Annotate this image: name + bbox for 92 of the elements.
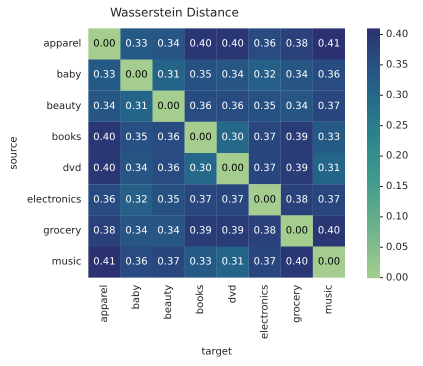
data-label: 0.36 bbox=[157, 132, 180, 144]
data-label: 0.31 bbox=[157, 70, 180, 81]
x-axis-title: target bbox=[201, 346, 232, 358]
data-label: 0.34 bbox=[125, 163, 148, 174]
data-label: 0.36 bbox=[189, 100, 212, 112]
data-label: 0.40 bbox=[93, 132, 116, 144]
y-tick-label: baby bbox=[56, 70, 82, 81]
x-tick-label: baby bbox=[131, 284, 142, 310]
data-label: 0.35 bbox=[189, 70, 212, 81]
data-label: 0.40 bbox=[286, 256, 308, 268]
data-label: 0.33 bbox=[318, 132, 340, 144]
data-label: 0.36 bbox=[93, 194, 116, 206]
data-label: 0.32 bbox=[254, 70, 276, 81]
data-label: 0.33 bbox=[189, 256, 212, 268]
x-tick-label: apparel bbox=[98, 284, 110, 322]
data-label: 0.32 bbox=[125, 194, 148, 206]
y-tick-label: books bbox=[52, 132, 82, 144]
data-label: 0.40 bbox=[93, 163, 116, 174]
data-label: 0.39 bbox=[286, 163, 308, 174]
data-label: 0.00 bbox=[189, 132, 212, 144]
data-label: 0.36 bbox=[318, 70, 340, 81]
data-label: 0.39 bbox=[222, 226, 244, 237]
data-label: 0.37 bbox=[254, 256, 276, 268]
y-tick-label: music bbox=[52, 256, 82, 268]
data-label: 0.40 bbox=[318, 226, 340, 237]
color-bar-label: 0.20 bbox=[386, 150, 408, 162]
data-label: 0.30 bbox=[222, 132, 244, 144]
color-bar-label: 0.05 bbox=[386, 242, 408, 253]
data-label: 0.35 bbox=[157, 194, 180, 206]
x-tick-label: books bbox=[195, 284, 206, 314]
color-bar-label: 0.40 bbox=[386, 29, 408, 40]
data-label: 0.00 bbox=[286, 226, 308, 237]
data-label: 0.00 bbox=[318, 256, 340, 268]
data-label: 0.37 bbox=[318, 100, 340, 112]
data-label: 0.00 bbox=[93, 38, 116, 50]
y-tick-label: grocery bbox=[43, 226, 82, 237]
data-label: 0.39 bbox=[189, 226, 212, 237]
data-label: 0.41 bbox=[93, 256, 116, 268]
data-label: 0.34 bbox=[286, 70, 308, 81]
data-label: 0.34 bbox=[157, 38, 180, 50]
data-label: 0.34 bbox=[125, 226, 148, 237]
data-label: 0.36 bbox=[222, 100, 244, 112]
data-label: 0.34 bbox=[93, 100, 116, 112]
x-tick-label: electronics bbox=[259, 284, 270, 340]
color-bar-label: 0.00 bbox=[386, 272, 408, 284]
y-tick-label: beauty bbox=[46, 100, 82, 112]
data-label: 0.00 bbox=[157, 100, 180, 112]
data-label: 0.37 bbox=[222, 194, 244, 206]
data-label: 0.33 bbox=[125, 38, 148, 50]
data-label: 0.37 bbox=[318, 194, 340, 206]
x-tick-label: beauty bbox=[163, 284, 174, 320]
data-label: 0.37 bbox=[254, 163, 276, 174]
data-label: 0.41 bbox=[318, 38, 340, 50]
x-tick-label: music bbox=[324, 284, 335, 314]
data-label: 0.34 bbox=[286, 100, 308, 112]
data-label: 0.34 bbox=[157, 226, 180, 237]
data-label: 0.00 bbox=[254, 194, 276, 206]
data-label: 0.36 bbox=[157, 163, 180, 174]
color-bar-label: 0.30 bbox=[386, 90, 408, 101]
data-label: 0.38 bbox=[286, 194, 308, 206]
data-label: 0.34 bbox=[222, 70, 244, 81]
color-bar-label: 0.15 bbox=[386, 181, 408, 192]
color-bar-label: 0.10 bbox=[386, 211, 408, 222]
data-label: 0.31 bbox=[318, 163, 340, 174]
data-label: 0.38 bbox=[93, 226, 116, 237]
data-label: 0.40 bbox=[222, 38, 244, 50]
data-label: 0.31 bbox=[222, 256, 244, 268]
x-tick-label: dvd bbox=[227, 284, 238, 304]
y-tick-label: apparel bbox=[44, 38, 82, 50]
y-axis-title: source bbox=[8, 136, 20, 170]
color-bar-label: 0.35 bbox=[386, 59, 408, 70]
data-label: 0.35 bbox=[254, 100, 276, 112]
data-label: 0.00 bbox=[222, 163, 244, 174]
color-bar-label: 0.25 bbox=[386, 120, 408, 132]
y-tick-label: electronics bbox=[26, 194, 82, 206]
data-label: 0.30 bbox=[189, 163, 212, 174]
data-label: 0.33 bbox=[93, 70, 116, 81]
data-label: 0.00 bbox=[125, 70, 148, 81]
data-label: 0.35 bbox=[125, 132, 148, 144]
data-label: 0.31 bbox=[125, 100, 148, 112]
data-label: 0.36 bbox=[125, 256, 148, 268]
y-tick-label: dvd bbox=[62, 163, 82, 174]
data-label: 0.37 bbox=[189, 194, 212, 206]
data-label: 0.39 bbox=[286, 132, 308, 144]
data-label: 0.40 bbox=[189, 38, 212, 50]
data-label: 0.38 bbox=[254, 226, 276, 237]
data-label: 0.38 bbox=[286, 38, 308, 50]
data-label: 0.37 bbox=[157, 256, 180, 268]
data-label: 0.37 bbox=[254, 132, 276, 144]
chart-title: Wasserstein Distance bbox=[110, 5, 239, 20]
data-label: 0.36 bbox=[254, 38, 276, 50]
x-tick-label: grocery bbox=[291, 284, 302, 323]
